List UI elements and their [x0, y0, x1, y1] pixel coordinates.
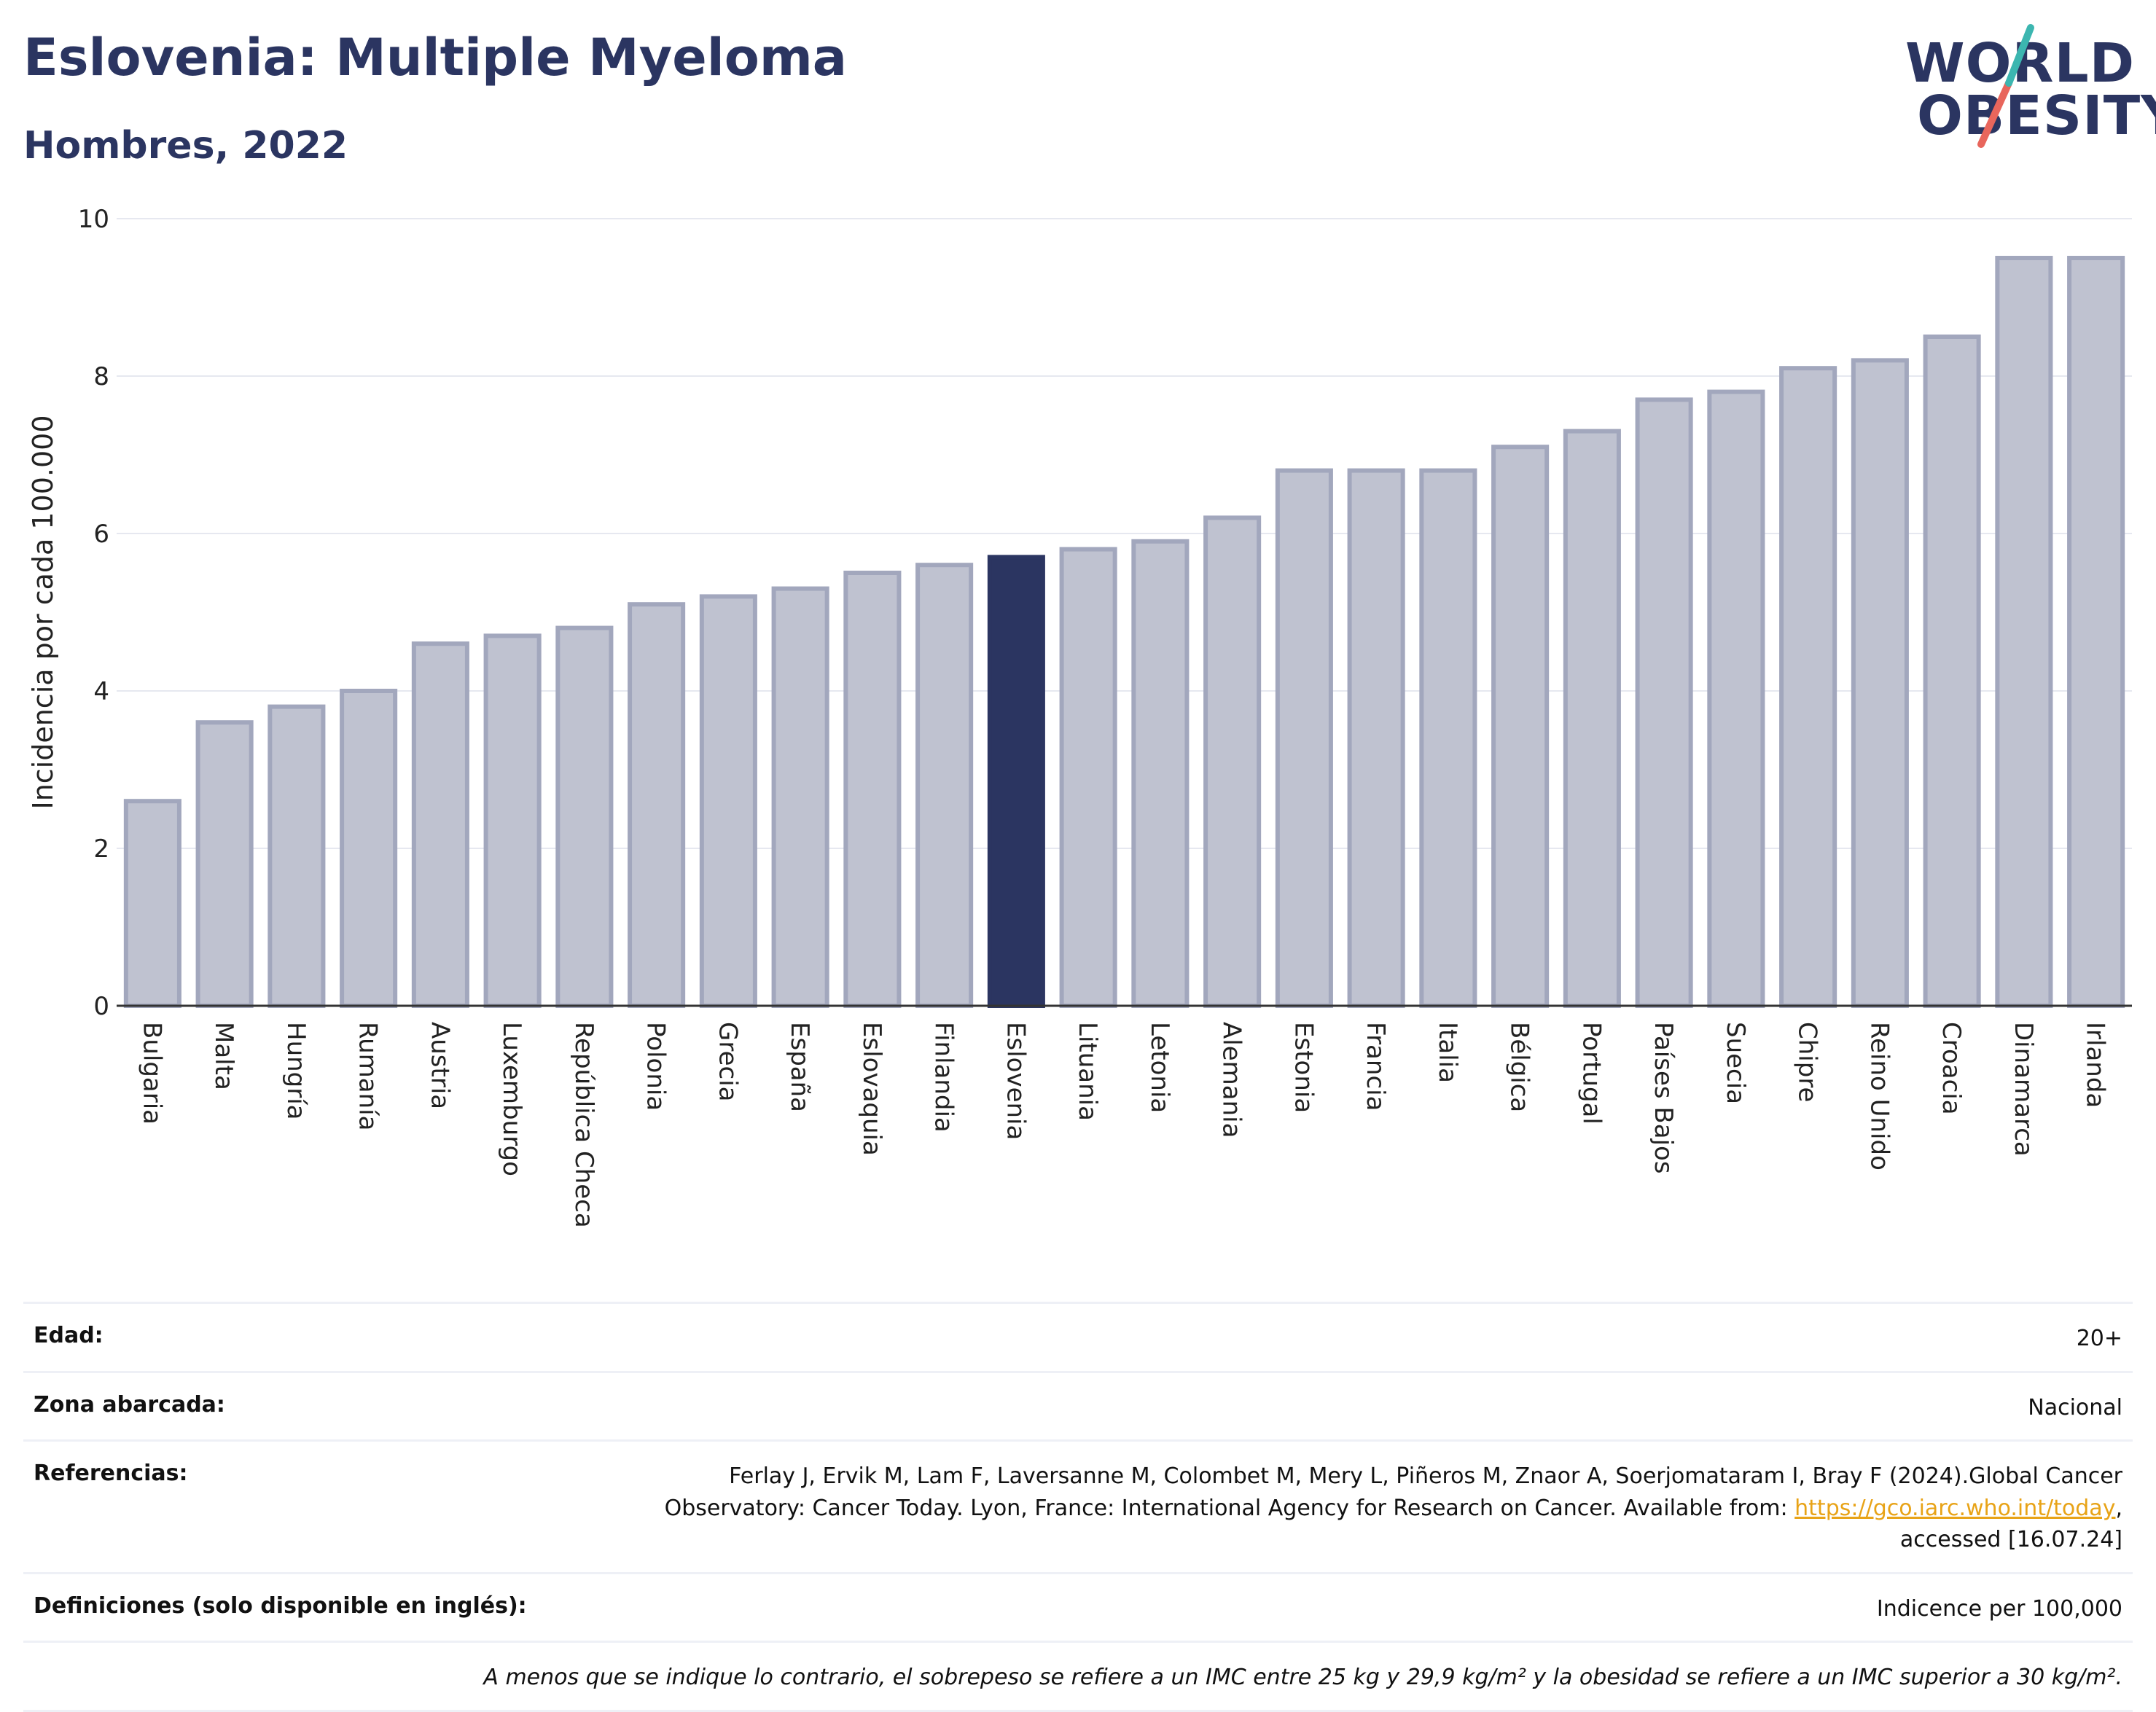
bar-reino-unido: [1851, 358, 1909, 1008]
y-tick-label: 6: [93, 520, 109, 549]
y-tick-label: 0: [93, 992, 109, 1021]
x-tick-label: Estonia: [1289, 1022, 1318, 1113]
obesity-note: A menos que se indique lo contrario, el …: [483, 1665, 2122, 1690]
chart-title: Eslovenia: Multiple Myeloma: [23, 28, 848, 87]
bar-eslovaquia: [843, 571, 902, 1008]
metadata-table: Edad: 20+ Zona abarcada: Nacional Refere…: [23, 1302, 2133, 1712]
references-value: Ferlay J, Ervik M, Lam F, Laversanne M, …: [664, 1463, 2122, 1552]
meta-row-references: Referencias: Ferlay J, Ervik M, Lam F, L…: [23, 1439, 2133, 1572]
x-tick-label: República Checa: [569, 1022, 598, 1228]
x-tick-label: Finlandia: [929, 1022, 958, 1133]
bar-luxemburgo: [483, 633, 542, 1009]
x-tick-label: Letonia: [1145, 1022, 1174, 1113]
x-tick-label: Italia: [1433, 1022, 1462, 1083]
definitions-label: Definiciones (solo disponible en inglés)…: [34, 1592, 527, 1619]
y-tick-label: 2: [93, 834, 109, 864]
reference-text-3: accessed [16.07.24]: [1899, 1527, 2122, 1552]
world-obesity-logo: WORLD OBESITY: [1895, 22, 2156, 153]
x-tick-label: Irlanda: [2081, 1022, 2110, 1108]
area-label: Zona abarcada:: [34, 1391, 225, 1418]
x-tick-label: Alemania: [1217, 1022, 1246, 1138]
x-tick-label: Lituania: [1073, 1022, 1102, 1121]
bar-españa: [771, 586, 829, 1008]
y-tick-label: 8: [93, 362, 109, 391]
meta-row-age: Edad: 20+: [23, 1302, 2133, 1371]
x-tick-label: Países Bajos: [1649, 1022, 1678, 1174]
bar-croacia: [1923, 335, 1981, 1008]
bar-suecia: [1707, 389, 1765, 1009]
x-tick-label: Francia: [1361, 1022, 1390, 1111]
bar-dinamarca: [1995, 256, 2053, 1008]
y-axis-title: Incidencia por cada 100.000: [27, 415, 59, 809]
x-tick-label: Rumanía: [354, 1022, 383, 1130]
bar-alemania: [1203, 515, 1262, 1008]
bar-italia: [1419, 468, 1477, 1009]
meta-row-note: A menos que se indique lo contrario, el …: [23, 1641, 2133, 1712]
logo-slash-icon: [1977, 24, 2034, 148]
references-label: Referencias:: [34, 1461, 188, 1486]
x-tick-label: Hungría: [281, 1022, 310, 1120]
x-tick-label: Austria: [425, 1022, 454, 1109]
x-tick-label: Eslovaquia: [857, 1022, 886, 1156]
age-value: 20+: [2076, 1326, 2122, 1351]
bar-hungría: [267, 704, 326, 1008]
bar-letonia: [1131, 539, 1190, 1008]
chart-subtitle: Hombres, 2022: [23, 124, 348, 168]
bar-chipre: [1779, 366, 1837, 1008]
x-tick-label: Portugal: [1577, 1022, 1606, 1125]
x-tick-label: Polonia: [641, 1022, 671, 1111]
bar-irlanda: [2067, 256, 2125, 1008]
definitions-value: Indicence per 100,000: [1876, 1595, 2122, 1622]
x-tick-label: Bulgaria: [137, 1022, 166, 1125]
x-tick-label: Malta: [209, 1022, 238, 1090]
reference-link[interactable]: https://gco.iarc.who.int/today: [1794, 1495, 2116, 1521]
bar-rumanía: [340, 689, 398, 1008]
x-tick-label: Bélgica: [1505, 1022, 1534, 1112]
bar-malta: [195, 720, 254, 1008]
bar-francia: [1347, 468, 1405, 1009]
bar-finlandia: [915, 563, 974, 1008]
x-tick-label: Chipre: [1793, 1022, 1822, 1102]
bar-república-checa: [555, 625, 614, 1008]
bar-estonia: [1275, 468, 1333, 1009]
bar-grecia: [699, 594, 757, 1008]
y-tick-label: 4: [93, 677, 109, 706]
x-tick-label: España: [785, 1022, 814, 1112]
bar-bulgaria: [123, 799, 181, 1008]
area-value: Nacional: [2028, 1394, 2122, 1420]
reference-text-1: Ferlay J, Ervik M, Lam F, Laversanne M, …: [729, 1463, 2122, 1489]
bar-austria: [411, 641, 469, 1008]
bar-bélgica: [1491, 445, 1550, 1008]
reference-text-2: Observatory: Cancer Today. Lyon, France:…: [664, 1495, 1795, 1521]
bar-lituania: [1059, 547, 1117, 1009]
x-tick-label: Eslovenia: [1001, 1022, 1030, 1140]
x-tick-label: Croacia: [1937, 1022, 1966, 1115]
bar-países-bajos: [1635, 397, 1693, 1008]
meta-row-area: Zona abarcada: Nacional: [23, 1370, 2133, 1440]
x-tick-label: Dinamarca: [2009, 1022, 2038, 1157]
logo-line-obesity: OBESITY: [1917, 85, 2156, 147]
x-tick-label: Grecia: [713, 1022, 742, 1101]
x-tick-label: Luxemburgo: [497, 1022, 526, 1176]
x-tick-label: Reino Unido: [1864, 1022, 1894, 1170]
bar-polonia: [628, 602, 686, 1008]
bar-portugal: [1563, 429, 1621, 1009]
x-tick-label: Suecia: [1721, 1022, 1750, 1104]
age-label: Edad:: [34, 1323, 103, 1348]
meta-row-definitions: Definiciones (solo disponible en inglés)…: [23, 1571, 2133, 1641]
y-tick-label: 10: [78, 205, 109, 234]
bar-chart: 0 2 4 6 8 10 Incidencia por cada 100.000 Bulgar…: [27, 205, 2132, 1228]
bar-eslovenia: [987, 555, 1045, 1008]
